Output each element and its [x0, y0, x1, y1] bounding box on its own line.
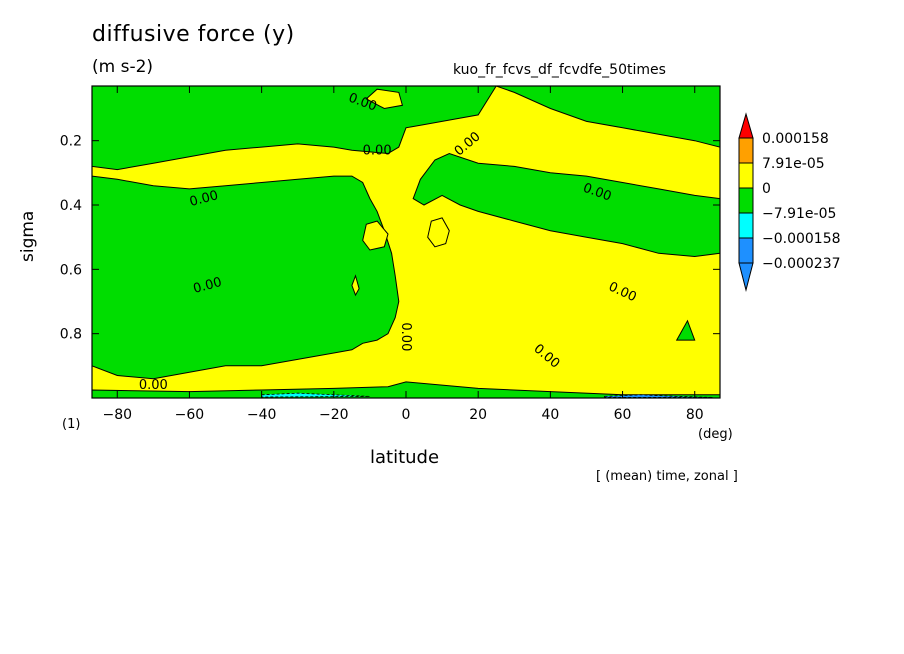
y-tick-label-3: 0.8	[60, 327, 82, 343]
negative-region-5	[675, 319, 696, 341]
x-tick-label-0: −80	[102, 407, 132, 423]
negative-region-1	[496, 86, 720, 148]
legend-swatch-0	[738, 137, 754, 164]
legend-swatch-3	[738, 212, 754, 239]
legend-swatch-bottom	[738, 262, 754, 292]
color-legend: 0.000158 7.91e-05 0 −7.91e-05 −0.000158 −0.00…	[738, 112, 841, 292]
contour-fill-group	[92, 86, 720, 398]
legend-swatch-1	[738, 162, 754, 189]
legend-swatch-2	[738, 187, 754, 214]
y-tick-label-1: 0.4	[60, 198, 82, 214]
legend-swatch-top	[738, 112, 754, 139]
legend-swatch-4	[738, 237, 754, 264]
panel-index: (1)	[62, 417, 81, 432]
legend-level-1: 7.91e-05	[762, 156, 825, 172]
negative-region-2	[92, 175, 400, 380]
contour-label-7: 0.00	[398, 322, 413, 351]
averaging-note: [ (mean) time, zonal ]	[596, 469, 738, 484]
x-tick-label-4: 0	[402, 407, 411, 423]
axes-group: −80 −60 −40 −20 0 20 40 60 80 0.2 0.4 0.6 0.8	[60, 86, 720, 423]
negative-region-4	[92, 381, 720, 398]
y-tick-label-0: 0.2	[60, 134, 82, 150]
legend-level-4: −0.000158	[762, 231, 841, 247]
legend-level-0: 0.000158	[762, 131, 829, 147]
positive-island-0	[362, 220, 389, 251]
positive-island-3	[365, 88, 404, 110]
x-tick-label-2: −40	[247, 407, 277, 423]
chart-title: diffusive force (y)	[92, 22, 295, 47]
contour-label-5: 0.00	[192, 275, 224, 297]
x-tick-label-8: 80	[686, 407, 704, 423]
chart-units: (m s-2)	[92, 57, 154, 77]
contour-label-3: 0.00	[188, 188, 220, 210]
x-tick-label-5: 20	[469, 407, 487, 423]
x-tick-label-7: 60	[614, 407, 632, 423]
legend-level-5: −0.000237	[762, 256, 841, 272]
positive-island-1	[427, 217, 450, 248]
y-tick-label-2: 0.6	[60, 262, 82, 278]
x-tick-label-6: 40	[541, 407, 559, 423]
legend-level-3: −7.91e-05	[762, 206, 836, 222]
x-tick-label-3: −20	[319, 407, 349, 423]
x-axis-label: latitude	[370, 447, 440, 468]
x-axis-unit: (deg)	[698, 427, 733, 442]
contour-label-9: 0.00	[139, 378, 168, 393]
x-tick-label-1: −60	[175, 407, 205, 423]
run-name: kuo_fr_fcvs_df_fcvdfe_50times	[453, 62, 666, 78]
contour-label-1: 0.00	[363, 143, 392, 158]
positive-island-2	[351, 274, 360, 297]
negative-region-3	[412, 152, 720, 258]
legend-level-2: 0	[762, 181, 771, 197]
